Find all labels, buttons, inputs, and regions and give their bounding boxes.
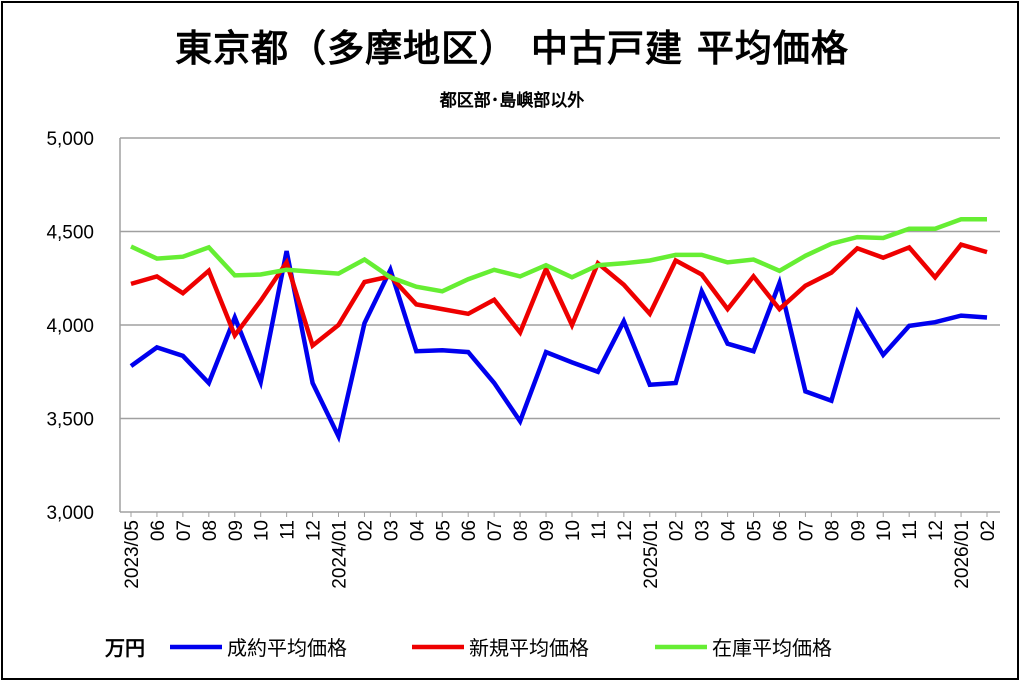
legend-label: 新規平均価格 <box>469 636 589 660</box>
x-tick-label: 10 <box>252 520 273 541</box>
x-tick-label: 10 <box>874 520 895 541</box>
y-tick-label: 3,500 <box>46 410 94 431</box>
x-tick-label: 02 <box>355 520 376 541</box>
x-tick-label: 02 <box>667 520 688 541</box>
x-tick-label: 04 <box>719 520 740 542</box>
x-tick-label: 2024/01 <box>330 520 351 589</box>
x-tick-label: 2025/01 <box>641 520 662 589</box>
y-tick-label: 5,000 <box>46 129 94 150</box>
x-tick-label: 11 <box>589 520 610 540</box>
x-tick-label: 02 <box>978 520 999 541</box>
x-tick-label: 12 <box>615 520 636 541</box>
x-tick-label: 08 <box>200 520 221 541</box>
x-tick-label: 07 <box>485 520 506 541</box>
x-tick-label: 2026/01 <box>952 520 973 589</box>
series-line-成約平均価格 <box>129 250 988 444</box>
x-tick-label: 08 <box>822 520 843 541</box>
x-tick-label: 09 <box>226 520 247 541</box>
chart-subtitle: 都区部･島嶼部以外 <box>439 91 585 111</box>
x-tick-label: 12 <box>926 520 947 541</box>
x-tick-label: 06 <box>459 520 480 541</box>
x-tick-label: 09 <box>848 520 869 541</box>
x-tick-label: 05 <box>745 520 766 541</box>
x-tick-label: 03 <box>381 520 402 541</box>
x-tick-label: 07 <box>174 520 195 541</box>
x-tick-label: 07 <box>796 520 817 541</box>
x-tick-label: 06 <box>148 520 169 541</box>
legend-label: 在庫平均価格 <box>712 636 832 660</box>
x-tick-label: 04 <box>407 520 428 542</box>
x-tick-label: 11 <box>900 520 921 540</box>
x-tick-label: 05 <box>433 520 454 541</box>
y-tick-label: 4,500 <box>46 223 94 244</box>
unit-label: 万円 <box>104 636 145 660</box>
series-line-新規平均価格 <box>130 242 988 350</box>
x-tick-label: 09 <box>537 520 558 541</box>
x-tick-label: 08 <box>511 520 532 541</box>
legend-label: 成約平均価格 <box>227 636 347 660</box>
x-tick-label: 06 <box>770 520 791 541</box>
y-tick-label: 4,000 <box>46 316 94 337</box>
x-tick-label: 2023/05 <box>122 520 143 589</box>
y-tick-label: 3,000 <box>46 503 94 524</box>
series-line-在庫平均価格 <box>130 217 987 294</box>
x-tick-label: 10 <box>563 520 584 541</box>
x-tick-label: 12 <box>304 520 325 541</box>
chart-title: 東京都（多摩地区） 中古戸建 平均価格 <box>175 27 849 70</box>
x-tick-label: 11 <box>278 520 299 540</box>
x-tick-label: 03 <box>693 520 714 541</box>
